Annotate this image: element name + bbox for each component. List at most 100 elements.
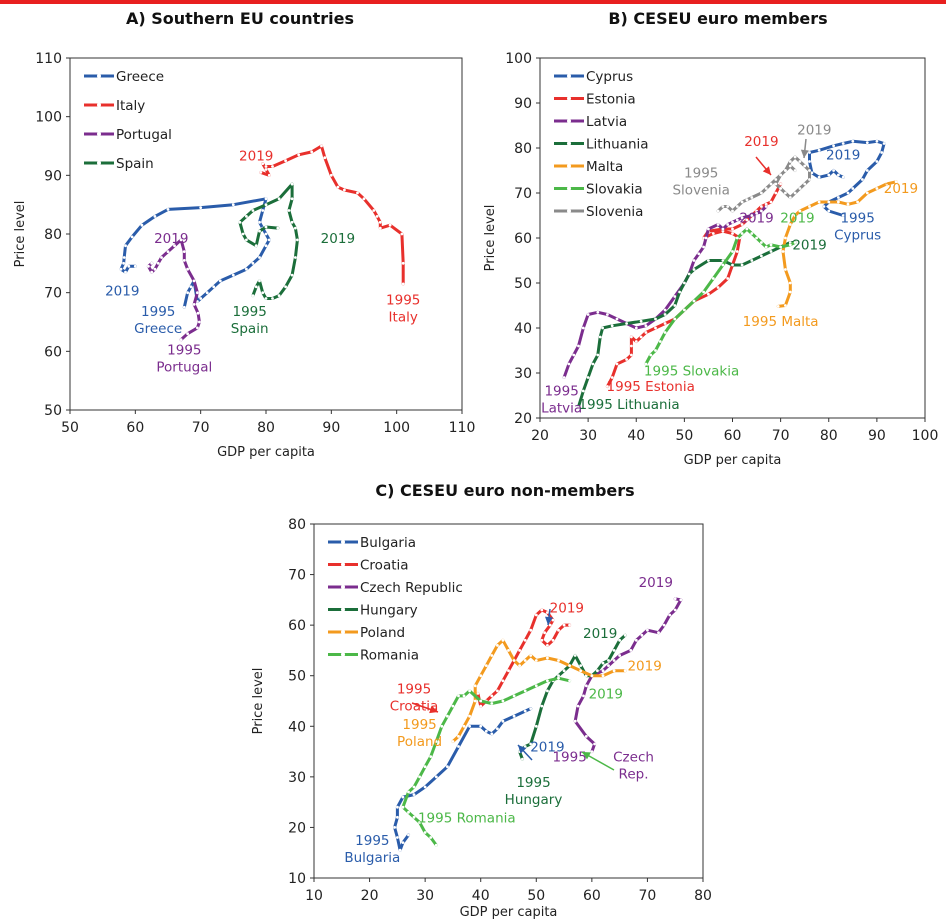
chart3-legend-marker-romania: [341, 652, 345, 657]
chart3-legend-marker-czech-republic: [341, 585, 345, 589]
chart2-annotation-arrowhead: [800, 149, 809, 158]
chart3-x-tick-label: 10: [305, 888, 323, 904]
chart2-data-point-slovenia: [740, 200, 744, 204]
chart1-data-point-portugal: [173, 244, 176, 248]
chart2-data-point-slovenia: [808, 178, 811, 181]
chart2-annotation-label: Cyprus: [834, 227, 881, 243]
chart2-data-point-latvia: [562, 376, 566, 379]
chart2-data-point-cyprus: [841, 175, 845, 179]
chart2-data-point-slovenia: [764, 187, 768, 190]
chart1-data-point-italy: [362, 197, 366, 201]
chart2-data-point-estonia: [630, 335, 633, 339]
chart1-data-point-spain: [294, 256, 297, 259]
chart3-data-point-croatia: [523, 638, 527, 642]
chart3-legend-marker-croatia: [341, 562, 345, 567]
chart2-data-point-cyprus: [865, 169, 869, 172]
chart2-data-point-cyprus: [817, 148, 821, 152]
chart2-annotation-label: 2019: [797, 123, 831, 139]
chart2-data-point-malta: [827, 200, 831, 204]
chart2-data-point-malta: [875, 187, 879, 190]
chart2-data-point-cyprus: [832, 144, 835, 148]
chart3-x-tick-label: 80: [694, 888, 712, 904]
chart2-annotation-label: 1995: [684, 165, 718, 181]
chart2-data-point-lithuania: [663, 313, 667, 316]
chart1-data-point-spain: [241, 232, 245, 236]
chart3-data-point-bulgaria: [398, 848, 402, 852]
chart2-data-point-estonia: [764, 202, 768, 206]
chart3-data-point-poland: [534, 659, 538, 662]
chart3-series-line-romania: [401, 676, 572, 847]
chart1-data-point-italy: [401, 261, 405, 265]
chart2-data-point-cyprus: [875, 160, 879, 163]
chart3-data-point-romania: [429, 755, 433, 758]
chart2-data-point-slovenia: [745, 198, 749, 202]
chart2-data-point-malta: [865, 191, 869, 195]
chart3-data-point-croatia: [540, 638, 544, 642]
chart3-data-point-poland: [462, 724, 466, 728]
chart2-data-point-lithuania: [683, 281, 686, 285]
chart2-data-point-latvia: [740, 216, 744, 220]
chart2-data-point-slovakia: [644, 362, 648, 366]
chart3-data-point-czech-republic: [618, 654, 621, 657]
chart3-data-point-czech-republic: [673, 608, 677, 612]
chart3-data-point-romania: [457, 694, 460, 698]
chart1-y-tick-label: 50: [44, 403, 62, 419]
chart3-data-point-poland: [518, 664, 521, 667]
chart2-series-line-malta: [776, 180, 898, 308]
chart1-data-point-portugal: [182, 250, 186, 254]
chart3-data-point-romania: [412, 815, 416, 819]
chart2-data-point-estonia: [610, 376, 614, 379]
chart2-data-point-latvia: [726, 223, 730, 226]
chart1-y-tick-label: 60: [44, 344, 62, 360]
chart2-annotation-arrowhead: [762, 166, 771, 175]
chart2-data-point-lithuania: [673, 304, 677, 307]
chart2-data-point-malta: [793, 214, 797, 217]
chart2-data-point-lithuania: [581, 389, 585, 393]
chart1-data-point-greece: [182, 305, 186, 309]
chart3-data-point-poland: [512, 659, 516, 662]
chart1-data-point-spain: [251, 294, 255, 297]
chart2-data-point-latvia: [721, 227, 725, 231]
chart1-data-point-italy: [310, 150, 314, 154]
chart3-data-point-czech-republic: [612, 659, 616, 662]
chart2-y-tick-label: 30: [514, 366, 532, 382]
chart1-annotation-label: 2019: [154, 231, 188, 247]
chart3-data-point-poland: [473, 684, 477, 688]
chart1-data-point-italy: [284, 159, 287, 163]
chart3-data-point-romania: [568, 679, 571, 683]
chart2-title: B) CESEU euro members: [608, 9, 827, 28]
chart3-annotation-arrowhead: [429, 705, 438, 714]
chart3-data-point-hungary: [534, 724, 538, 728]
chart2-data-point-latvia: [716, 223, 720, 226]
chart2-data-point-cyprus: [861, 178, 864, 181]
chart2-x-tick-label: 90: [868, 428, 886, 444]
chart3-data-point-hungary: [521, 757, 524, 761]
chart2-data-point-cyprus: [841, 142, 845, 145]
chart1-legend-marker-italy: [97, 103, 101, 107]
chart3-x-tick-label: 60: [583, 888, 601, 904]
chart2-data-point-slovakia: [769, 243, 773, 247]
chart3-annotation-label: Czech: [613, 750, 654, 766]
chart1-legend-label-greece: Greece: [116, 69, 164, 85]
chart1-data-point-italy: [375, 215, 379, 218]
chart3-data-point-bulgaria: [501, 719, 505, 723]
chart3-y-tick-label: 20: [288, 820, 306, 836]
chart3-data-point-poland: [468, 714, 471, 718]
chart3-data-point-bulgaria: [396, 815, 399, 819]
chart3-data-point-croatia: [518, 649, 521, 652]
chart2-data-point-slovenia: [779, 173, 782, 177]
chart3-data-point-croatia: [562, 623, 566, 627]
chart3-data-point-czech-republic: [576, 704, 580, 708]
chart3-data-point-bulgaria: [512, 714, 516, 718]
chart2-data-point-estonia: [707, 292, 710, 296]
chart2-data-point-slovenia: [774, 182, 778, 186]
chart3-data-point-czech-republic: [573, 719, 577, 723]
chart1-data-point-spain: [290, 182, 294, 186]
chart1-series-line-italy: [259, 144, 405, 286]
chart2-data-point-estonia: [711, 232, 715, 235]
chart2-data-point-lithuania: [707, 259, 710, 262]
chart2-data-point-estonia: [625, 358, 628, 361]
chart2-data-point-estonia: [731, 227, 734, 231]
chart3-annotation-label: 2019: [589, 686, 623, 702]
